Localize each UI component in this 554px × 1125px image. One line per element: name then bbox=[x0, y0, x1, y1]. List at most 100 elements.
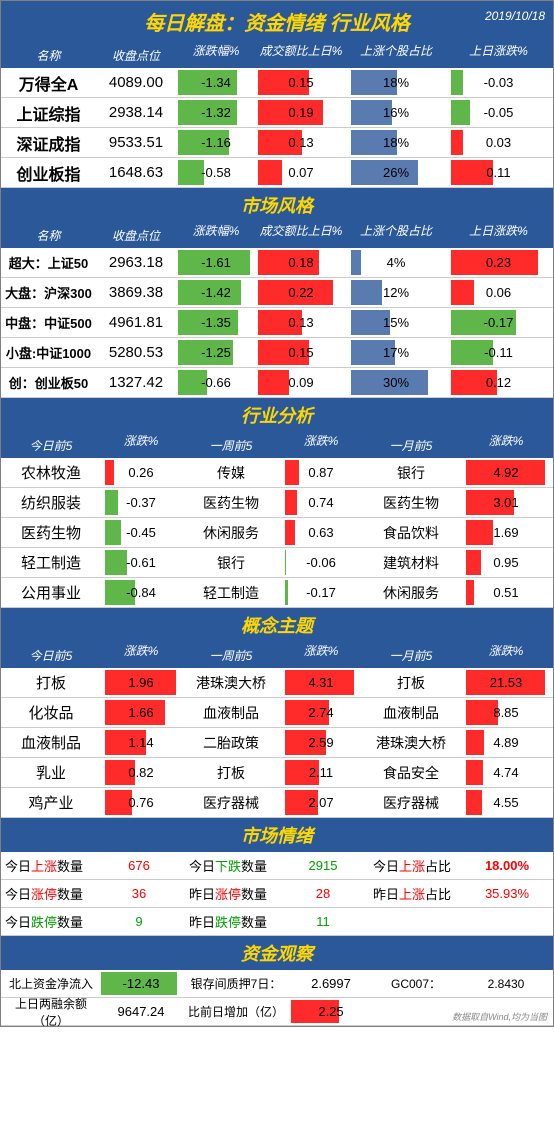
style-table: 超大：上证502963.18-1.610.184%0.23大盘：沪深300386… bbox=[1, 248, 553, 398]
cap-value: 2.6997 bbox=[291, 970, 371, 997]
name-cell: 小盘:中证1000 bbox=[1, 343, 96, 362]
pct-cell: 0.87 bbox=[281, 458, 361, 487]
pct-cell: 2.74 bbox=[281, 698, 361, 727]
pct-cell: 2.11 bbox=[281, 758, 361, 787]
up-cell: 18% bbox=[346, 68, 446, 97]
col-header: 今日前5 bbox=[1, 437, 101, 454]
pct-cell: 3.01 bbox=[461, 488, 551, 517]
sentiment-label: 昨日涨停数量 bbox=[185, 884, 277, 903]
sentiment-value: 11 bbox=[277, 914, 369, 929]
col-header: 涨跌% bbox=[461, 642, 551, 668]
table-row: 公用事业-0.84轻工制造-0.17休闲服务0.51 bbox=[1, 578, 553, 608]
pct-cell: 4.92 bbox=[461, 458, 551, 487]
pct-cell: 1.96 bbox=[101, 668, 181, 697]
table-row: 万得全A4089.00-1.340.1518%-0.03 bbox=[1, 68, 553, 98]
market-header: 名称收盘点位涨跌幅%成交额比上日%上涨个股占比上日涨跌% bbox=[1, 42, 553, 68]
vol-cell: 0.22 bbox=[256, 278, 346, 307]
pct-cell: -0.84 bbox=[101, 578, 181, 607]
container: 每日解盘：资金情绪 行业风格 2019/10/18 名称收盘点位涨跌幅%成交额比… bbox=[0, 0, 554, 1027]
pct-cell: 4.74 bbox=[461, 758, 551, 787]
up-cell: 4% bbox=[346, 248, 446, 277]
name-cell: 创：创业板50 bbox=[1, 373, 96, 392]
name-cell: 乳业 bbox=[1, 762, 101, 783]
pct-cell: 4.89 bbox=[461, 728, 551, 757]
pct-cell: 21.53 bbox=[461, 668, 551, 697]
pct-cell: 4.31 bbox=[281, 668, 361, 697]
vol-cell: 0.13 bbox=[256, 308, 346, 337]
table-row: 打板1.96港珠澳大桥4.31打板21.53 bbox=[1, 668, 553, 698]
cap-value: -12.43 bbox=[101, 970, 181, 997]
col-header: 收盘点位 bbox=[96, 227, 176, 244]
col-header: 涨跌% bbox=[281, 432, 361, 458]
col-header: 名称 bbox=[1, 227, 96, 244]
close-cell: 4961.81 bbox=[96, 314, 176, 331]
pct-cell: 2.59 bbox=[281, 728, 361, 757]
pct-cell: 0.76 bbox=[101, 788, 181, 817]
name-cell: 超大：上证50 bbox=[1, 253, 96, 272]
date-label: 2019/10/18 bbox=[485, 9, 545, 23]
col-header: 今日前5 bbox=[1, 647, 101, 664]
name-cell: 打板 bbox=[1, 672, 101, 693]
close-cell: 1327.42 bbox=[96, 374, 176, 391]
name-cell: 建筑材料 bbox=[361, 553, 461, 573]
cap-label: 比前日增加（亿） bbox=[181, 1003, 291, 1020]
sentiment-row: 今日涨停数量36昨日涨停数量28昨日上涨占比35.93% bbox=[1, 880, 553, 908]
col-header: 涨跌幅% bbox=[176, 42, 256, 68]
sentiment-label: 今日涨停数量 bbox=[1, 884, 93, 903]
close-cell: 4089.00 bbox=[96, 74, 176, 91]
col-header: 一周前5 bbox=[181, 437, 281, 454]
pct-cell: 1.66 bbox=[101, 698, 181, 727]
name-cell: 打板 bbox=[181, 763, 281, 783]
capital-row: 上日两融余额（亿）9647.24比前日增加（亿）2.25数据取自Wind,均为当… bbox=[1, 998, 553, 1026]
name-cell: 食品安全 bbox=[361, 763, 461, 783]
name-cell: 鸡产业 bbox=[1, 792, 101, 813]
col-header: 成交额比上日% bbox=[256, 222, 346, 248]
col-header: 一月前5 bbox=[361, 647, 461, 664]
name-cell: 食品饮料 bbox=[361, 523, 461, 543]
table-row: 医药生物-0.45休闲服务0.63食品饮料1.69 bbox=[1, 518, 553, 548]
name-cell: 血液制品 bbox=[181, 703, 281, 723]
pct-cell: 2.07 bbox=[281, 788, 361, 817]
chg-cell: -1.32 bbox=[176, 98, 256, 127]
col-header: 上日涨跌% bbox=[446, 42, 551, 68]
name-cell: 银行 bbox=[361, 463, 461, 483]
up-cell: 15% bbox=[346, 308, 446, 337]
vol-cell: 0.15 bbox=[256, 68, 346, 97]
name-cell: 中盘：中证500 bbox=[1, 313, 96, 332]
cap-label: 银存间质押7日： bbox=[181, 975, 291, 992]
sentiment-label: 今日上涨数量 bbox=[1, 856, 93, 875]
style-header: 名称收盘点位涨跌幅%成交额比上日%上涨个股占比上日涨跌% bbox=[1, 222, 553, 248]
pct-cell: 8.85 bbox=[461, 698, 551, 727]
prev-cell: 0.06 bbox=[446, 278, 551, 307]
sentiment-row: 今日上涨数量676今日下跌数量2915今日上涨占比18.00% bbox=[1, 852, 553, 880]
pct-cell: 4.55 bbox=[461, 788, 551, 817]
table-row: 超大：上证502963.18-1.610.184%0.23 bbox=[1, 248, 553, 278]
vol-cell: 0.18 bbox=[256, 248, 346, 277]
up-cell: 30% bbox=[346, 368, 446, 397]
name-cell: 纺织服装 bbox=[1, 492, 101, 513]
col-header: 收盘点位 bbox=[96, 47, 176, 64]
table-row: 创：创业板501327.42-0.660.0930%0.12 bbox=[1, 368, 553, 398]
name-cell: 医药生物 bbox=[361, 493, 461, 513]
name-cell: 休闲服务 bbox=[181, 523, 281, 543]
capital-table: 北上资金净流入-12.43银存间质押7日：2.6997GC007：2.8430上… bbox=[1, 970, 553, 1026]
up-cell: 26% bbox=[346, 158, 446, 187]
industry-table: 农林牧渔0.26传媒0.87银行4.92纺织服装-0.37医药生物0.74医药生… bbox=[1, 458, 553, 608]
sentiment-value: 2915 bbox=[277, 858, 369, 873]
name-cell: 创业板指 bbox=[1, 161, 96, 185]
cap-value: 2.8430 bbox=[461, 977, 551, 991]
vol-cell: 0.13 bbox=[256, 128, 346, 157]
close-cell: 5280.53 bbox=[96, 344, 176, 361]
sentiment-title: 市场情绪 bbox=[1, 818, 553, 852]
prev-cell: 0.03 bbox=[446, 128, 551, 157]
sentiment-label: 今日下跌数量 bbox=[185, 856, 277, 875]
name-cell: 上证综指 bbox=[1, 101, 96, 125]
pct-cell: 1.69 bbox=[461, 518, 551, 547]
name-cell: 农林牧渔 bbox=[1, 462, 101, 483]
cap-value: 9647.24 bbox=[101, 998, 181, 1025]
capital-title: 资金观察 bbox=[1, 936, 553, 970]
col-header: 涨跌% bbox=[101, 432, 181, 458]
prev-cell: 0.11 bbox=[446, 158, 551, 187]
col-header: 涨跌% bbox=[281, 642, 361, 668]
pct-cell: -0.61 bbox=[101, 548, 181, 577]
